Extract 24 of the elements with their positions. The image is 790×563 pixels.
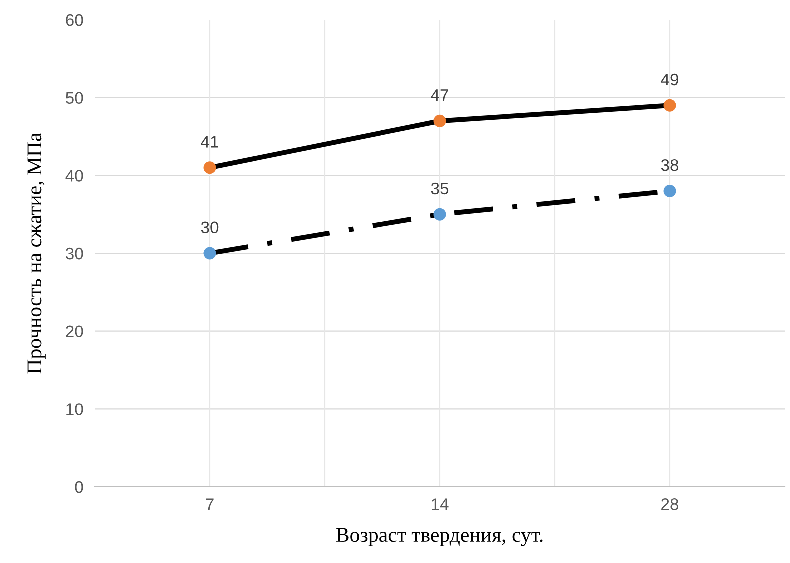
point xyxy=(204,162,216,174)
point xyxy=(434,114,446,128)
point xyxy=(664,184,676,198)
data-label: 30 xyxy=(201,222,219,234)
x-tick-label: 28 xyxy=(662,498,679,510)
y-tick-label: 40 xyxy=(66,170,84,182)
x-tick-label: 7 xyxy=(206,498,214,510)
data-label: 38 xyxy=(661,159,679,172)
point xyxy=(434,208,446,221)
y-tick-label: 50 xyxy=(66,92,84,104)
y-tick-label: 60 xyxy=(66,14,84,26)
y-tick-label: 10 xyxy=(66,404,84,416)
y-axis-title: Прочность на сжатие, МПа xyxy=(28,132,46,374)
data-label: 47 xyxy=(431,90,448,102)
data-label: 35 xyxy=(431,182,449,195)
y-tick-label: 20 xyxy=(66,326,84,338)
x-tick-label: 14 xyxy=(432,498,449,510)
y-tick-label: 0 xyxy=(75,481,84,494)
point xyxy=(664,99,676,112)
point xyxy=(204,247,216,260)
y-tick-label: 30 xyxy=(66,248,84,260)
x-axis-title: Возраст твердения, сут. xyxy=(336,528,543,546)
data-label: 41 xyxy=(201,136,218,148)
data-label: 49 xyxy=(661,74,678,86)
